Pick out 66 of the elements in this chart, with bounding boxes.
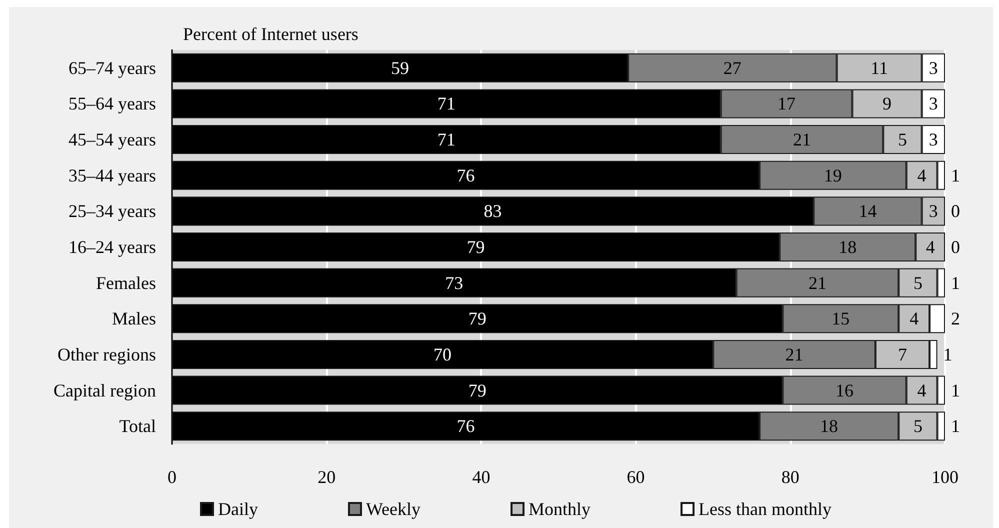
data-label: 0 [951, 201, 960, 222]
y-tick-label: 65–74 years [68, 58, 156, 78]
data-label: 9 [882, 94, 892, 114]
data-label: 1 [951, 165, 960, 186]
x-tick-label: 80 [781, 467, 800, 487]
y-tick-label: Females [96, 272, 156, 293]
data-label: 4 [926, 237, 935, 257]
data-label: 0 [951, 237, 960, 257]
data-label: 4 [910, 308, 919, 329]
data-label: 76 [456, 416, 475, 436]
data-label: 5 [913, 416, 922, 436]
data-label: 73 [445, 272, 464, 293]
data-label: 17 [778, 94, 796, 114]
data-label: 76 [456, 165, 475, 186]
data-label: 59 [391, 58, 410, 78]
data-label: 27 [723, 58, 742, 78]
x-tick-label: 0 [168, 467, 176, 487]
data-label: 5 [913, 272, 922, 293]
x-tick-label: 40 [472, 467, 490, 487]
data-label: 70 [434, 344, 452, 364]
data-label: 7 [898, 344, 907, 364]
legend-label: Daily [218, 499, 258, 519]
data-label: 79 [468, 380, 486, 400]
data-label: 3 [928, 94, 938, 114]
data-label: 3 [928, 201, 938, 222]
y-tick-label: 25–34 years [68, 201, 156, 222]
data-label: 21 [808, 272, 826, 293]
data-label: 83 [484, 201, 502, 222]
data-label: 15 [832, 308, 850, 329]
y-tick-label: Capital region [54, 380, 156, 400]
data-label: 2 [951, 308, 960, 329]
data-label: 4 [917, 165, 926, 186]
data-label: 1 [951, 416, 960, 436]
data-label: 3 [928, 58, 938, 78]
data-label: 16 [836, 380, 854, 400]
legend-label: Weekly [366, 499, 421, 519]
data-label: 3 [928, 130, 938, 150]
x-tick-label: 20 [318, 467, 336, 487]
data-label: 79 [466, 237, 485, 257]
data-label: 71 [437, 94, 456, 114]
y-tick-label: 35–44 years [68, 165, 156, 186]
y-tick-label: 16–24 years [68, 237, 156, 257]
x-tick-label: 60 [626, 467, 645, 487]
data-label: 1 [951, 272, 960, 293]
legend-label: Monthly [528, 499, 591, 519]
data-label: 79 [468, 308, 486, 329]
x-axis-title: Percent of Internet users [183, 24, 358, 44]
data-label: 71 [437, 130, 456, 150]
data-label: 21 [785, 344, 804, 364]
data-label: 18 [838, 237, 857, 257]
data-label: 18 [820, 416, 838, 436]
data-label: 1 [943, 344, 952, 364]
data-label: 1 [951, 380, 960, 400]
data-label: 11 [870, 58, 888, 78]
x-tick-label: 100 [932, 467, 958, 487]
data-label: 5 [898, 130, 907, 150]
data-label: 14 [858, 201, 877, 222]
legend-label: Less than monthly [698, 499, 832, 519]
data-label: 19 [824, 165, 842, 186]
y-tick-label: 55–64 years [68, 94, 156, 114]
y-tick-label: Other regions [58, 344, 156, 364]
y-tick-label: Males [112, 308, 156, 329]
y-tick-label: 45–54 years [68, 130, 156, 150]
data-label: 4 [917, 380, 926, 400]
y-tick-label: Total [119, 416, 156, 436]
data-label: 21 [792, 130, 811, 150]
